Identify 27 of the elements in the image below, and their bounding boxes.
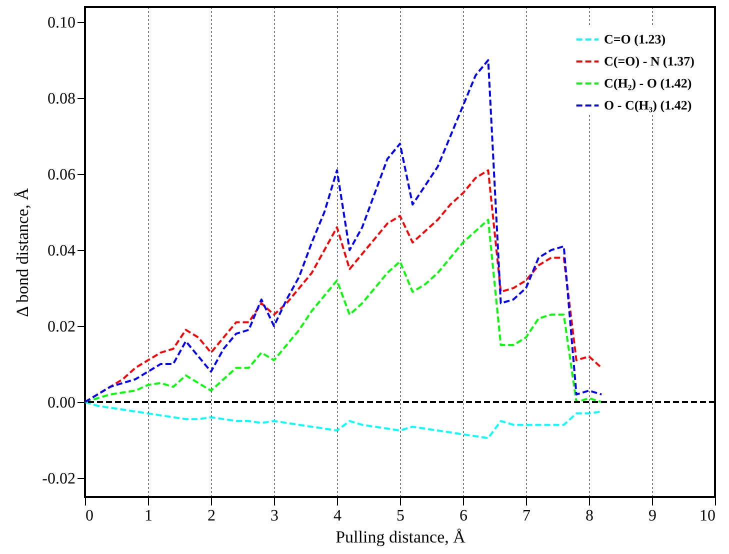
line-series [84, 401, 603, 440]
legend-label: C=O (1.23) [604, 32, 666, 46]
y-tick-label: 0.00 [48, 394, 76, 412]
x-tick-label: 6 [460, 508, 468, 524]
y-tick-label: 0.02 [48, 318, 76, 336]
y-tick-label: 0.04 [48, 242, 76, 260]
x-tick-label: 7 [522, 508, 530, 524]
x-tick-label: 3 [270, 508, 278, 524]
y-tick-label: 0.06 [48, 166, 76, 184]
legend-label: O - C(H₃) (1.42) [604, 98, 692, 112]
x-tick-label: 5 [396, 508, 404, 524]
x-tick-label: 1 [144, 508, 152, 524]
y-tick-label: 0.08 [48, 90, 76, 108]
y-tick-label: 0.10 [48, 14, 76, 32]
y-tick-label: -0.02 [42, 470, 76, 488]
x-tick-label: 4 [334, 508, 342, 524]
x-tick-label: 2 [208, 508, 216, 524]
x-tick-label: 0 [86, 508, 94, 524]
line-series [84, 218, 603, 404]
x-tick-label: 8 [586, 508, 594, 524]
y-axis-title: Δ bond distance, Å [13, 187, 32, 317]
x-axis-title: Pulling distance, Å [336, 528, 466, 546]
x-tick-label: 9 [648, 508, 656, 524]
legend-label: C(H₂) - O (1.42) [604, 76, 692, 90]
line-series [84, 59, 603, 404]
x-tick-label: 10 [700, 508, 716, 524]
legend-label: C(=O) - N (1.37) [604, 54, 694, 68]
